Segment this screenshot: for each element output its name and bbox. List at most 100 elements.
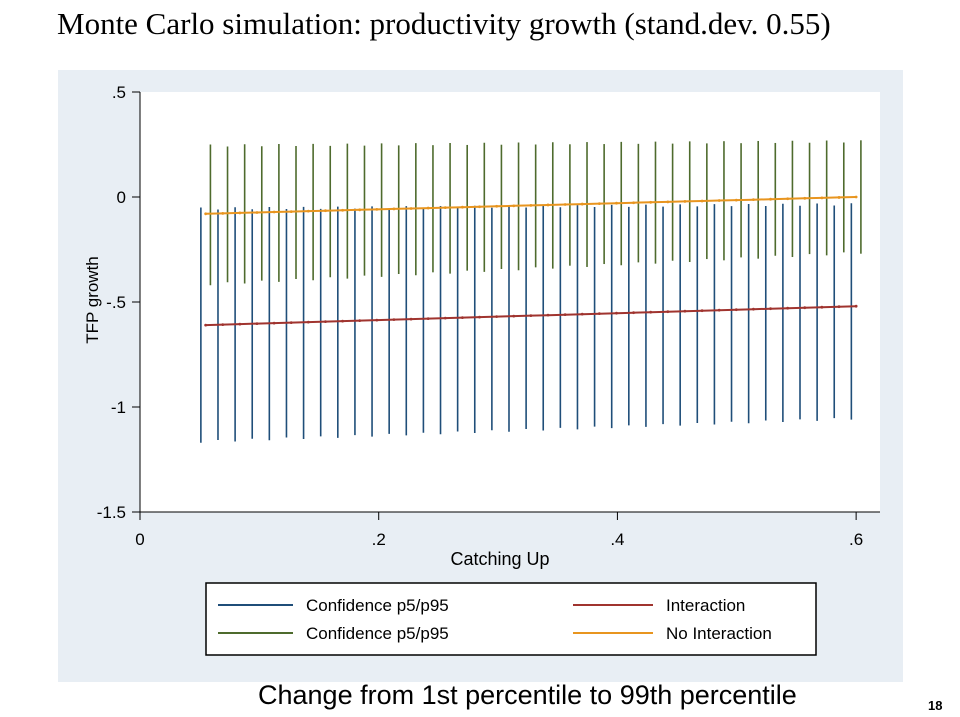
legend-label-no-interaction: No Interaction — [666, 624, 772, 643]
page-number: 18 — [928, 698, 943, 713]
mean-lines — [204, 195, 858, 327]
series-point-no-interaction — [358, 208, 362, 212]
x-axis-label: Catching Up — [450, 549, 549, 569]
series-point-interaction — [597, 312, 601, 316]
plot-area — [140, 92, 880, 512]
series-point-interaction — [700, 309, 704, 313]
series-point-interaction — [580, 312, 584, 316]
series-point-no-interaction — [221, 211, 225, 215]
y-tick-label: -.5 — [106, 293, 126, 312]
series-point-interaction — [632, 311, 635, 315]
y-axis-ticks: .5 0 -.5 -1 -1.5 — [97, 83, 140, 522]
series-point-interaction — [255, 322, 259, 326]
slide-title: Monte Carlo simulation: productivity gro… — [57, 6, 831, 41]
series-point-no-interaction — [615, 201, 618, 205]
series-point-interaction — [512, 314, 516, 318]
x-tick-label: .4 — [610, 530, 624, 549]
series-point-interaction — [358, 319, 362, 323]
series-point-no-interaction — [837, 196, 841, 199]
series-point-interaction — [375, 318, 379, 322]
series-point-interaction — [289, 321, 293, 325]
series-point-interaction — [752, 307, 755, 311]
series-point-no-interaction — [324, 209, 327, 213]
series-point-no-interaction — [820, 196, 824, 200]
series-point-interaction — [717, 308, 721, 312]
slide-subtitle: Change from 1st percentile to 99th perce… — [258, 680, 797, 710]
series-point-no-interaction — [597, 202, 601, 206]
series-point-no-interaction — [529, 204, 533, 207]
series-point-interaction — [461, 316, 464, 320]
series-point-interaction — [837, 305, 841, 309]
series-point-interaction — [615, 311, 618, 315]
series-point-interaction — [443, 316, 447, 320]
series-point-interaction — [478, 315, 481, 319]
x-tick-label: 0 — [135, 530, 144, 549]
series-point-no-interaction — [854, 195, 858, 199]
series-point-no-interaction — [306, 209, 310, 213]
series-point-interaction — [854, 304, 858, 308]
series-point-no-interaction — [495, 204, 499, 208]
series-point-no-interaction — [238, 211, 242, 215]
legend-box — [205, 582, 817, 656]
series-point-no-interaction — [341, 208, 344, 212]
series-point-no-interaction — [683, 200, 687, 203]
x-tick-label: .6 — [849, 530, 863, 549]
series-point-no-interaction — [563, 203, 567, 206]
series-point-interaction — [238, 322, 242, 326]
series-point-interaction — [221, 323, 225, 327]
y-tick-label: -1.5 — [97, 503, 126, 522]
series-point-interaction — [392, 318, 396, 322]
series-point-no-interaction — [255, 211, 259, 214]
series-point-no-interaction — [786, 197, 790, 201]
series-point-interaction — [341, 319, 344, 323]
series-point-no-interaction — [375, 207, 379, 211]
series-point-no-interaction — [769, 197, 772, 201]
series-point-no-interaction — [734, 198, 738, 202]
series-point-interaction — [820, 305, 824, 309]
chart: .5 0 -.5 -1 -1.5 0 .2 .4 .6 TFP growth Catching… — [58, 70, 903, 682]
series-point-interaction — [272, 321, 276, 325]
series-point-no-interaction — [289, 210, 293, 213]
legend-label-ci-blue: Confidence p5/p95 — [306, 596, 449, 615]
series-point-no-interaction — [752, 198, 755, 202]
series-point-interaction — [563, 313, 567, 317]
series-point-no-interaction — [512, 204, 516, 208]
series-point-no-interaction — [461, 205, 464, 209]
y-tick-label: .5 — [112, 83, 126, 102]
y-axis-label: TFP growth — [83, 256, 102, 344]
series-point-interaction — [324, 320, 327, 324]
series-point-no-interaction — [443, 206, 447, 210]
y-tick-label: -1 — [111, 398, 126, 417]
series-point-interaction — [306, 320, 310, 324]
series-point-interaction — [649, 310, 653, 314]
series-point-no-interaction — [803, 196, 807, 200]
x-tick-label: .2 — [372, 530, 386, 549]
series-point-interaction — [529, 314, 533, 318]
legend: Confidence p5/p95 Interaction Confidence… — [205, 582, 817, 656]
series-point-no-interaction — [632, 201, 635, 205]
series-point-no-interaction — [580, 202, 584, 206]
series-point-no-interaction — [717, 199, 721, 202]
series-point-interaction — [409, 317, 413, 321]
series-point-no-interaction — [204, 212, 208, 216]
series-point-interaction — [426, 317, 430, 321]
y-tick-label: 0 — [117, 188, 126, 207]
series-point-no-interaction — [272, 210, 276, 214]
series-point-interaction — [769, 307, 772, 311]
series-point-no-interaction — [700, 199, 704, 203]
series-point-interaction — [666, 310, 670, 314]
legend-label-interaction: Interaction — [666, 596, 745, 615]
series-point-interaction — [204, 323, 208, 327]
series-point-interaction — [734, 308, 738, 312]
series-point-interaction — [495, 315, 499, 319]
series-point-no-interaction — [409, 207, 413, 210]
x-axis-ticks: 0 .2 .4 .6 — [135, 512, 863, 549]
series-point-interaction — [786, 306, 790, 310]
series-point-no-interaction — [478, 205, 481, 209]
series-point-no-interaction — [649, 200, 653, 204]
series-point-no-interaction — [546, 203, 550, 207]
legend-label-ci-green: Confidence p5/p95 — [306, 624, 449, 643]
series-point-no-interaction — [392, 207, 396, 211]
series-point-interaction — [683, 309, 687, 313]
series-point-no-interaction — [666, 200, 670, 204]
